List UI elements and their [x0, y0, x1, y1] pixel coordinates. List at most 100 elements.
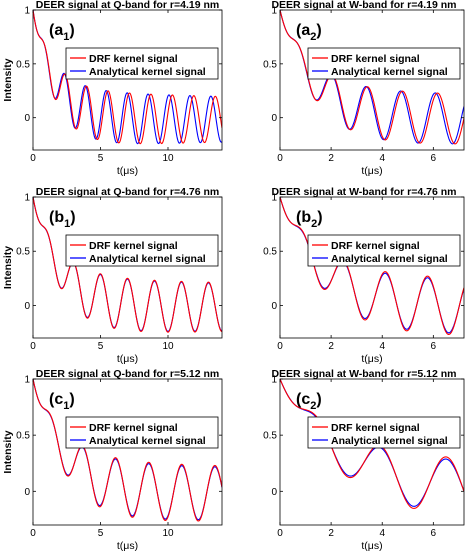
y-tick-label: 1 [24, 6, 30, 17]
plot-frame [279, 9, 465, 151]
x-tick-label: 4 [379, 528, 385, 539]
plot-frame [32, 378, 223, 526]
panel-label-close: ) [69, 391, 74, 408]
x-tick-label: 0 [277, 528, 283, 539]
y-axis-label: Intensity [2, 58, 14, 101]
y-tick-label: 0.5 [16, 59, 30, 70]
y-tick-label: 1 [24, 375, 30, 386]
legend-entry: Analytical kernel signal [89, 66, 206, 78]
y-tick-label: 0 [24, 113, 30, 124]
chart-title: DEER signal at W-band for r=4.19 nm [271, 0, 456, 11]
y-tick-label: 0.5 [263, 59, 277, 70]
panel-label-close: ) [317, 209, 322, 226]
chart-title: DEER signal at Q-band for r=5.12 nm [36, 368, 220, 380]
x-tick-label: 10 [162, 528, 174, 539]
x-tick-label: 6 [431, 341, 437, 352]
y-tick-label: 0 [271, 301, 277, 312]
chart-panel: DEER signal at W-band for r=4.19 nm 0 2 4 6 0… [263, 0, 465, 177]
x-tick-label: 0 [30, 528, 36, 539]
x-tick-label: 0 [277, 341, 283, 352]
panel-label-close: ) [316, 22, 321, 39]
panel-label: (c1) [49, 391, 75, 412]
legend-entry: DRF kernel signal [331, 240, 420, 252]
x-tick-label: 4 [379, 153, 385, 164]
x-tick-label: 5 [98, 153, 104, 164]
y-axis-label: Intensity [2, 246, 14, 289]
panel-label-sub: 2 [310, 400, 316, 412]
legend-entry: DRF kernel signal [331, 53, 420, 65]
legend-box [65, 234, 219, 267]
chart-panel: DEER signal at Q-band for r=4.76 nm0 5 100… [2, 186, 223, 365]
x-tick-label: 4 [379, 341, 385, 352]
x-tick-label: 10 [162, 341, 174, 352]
plot-frame [279, 378, 465, 526]
x-axis-label: t(μs) [361, 540, 382, 552]
chart-title: DEER signal at W-band for r=5.12 nm [271, 368, 456, 380]
y-tick-label: 0.5 [263, 431, 277, 442]
legend-entry: DRF kernel signal [331, 422, 420, 434]
x-tick-label: 0 [30, 153, 36, 164]
x-axis-label: t(μs) [361, 353, 382, 365]
panel-label-sub: 2 [310, 31, 316, 43]
panel-label: (a1) [49, 22, 75, 43]
panel-label-sub: 2 [311, 218, 317, 230]
series-line [33, 379, 222, 522]
panel-label-sub: 1 [63, 31, 69, 43]
legend-box [307, 234, 461, 267]
panel-label-sub: 1 [64, 218, 70, 230]
plot-frame [32, 9, 223, 151]
series-line [280, 10, 464, 145]
x-tick-label: 6 [431, 528, 437, 539]
y-tick-label: 0.5 [16, 247, 30, 258]
chart-panel: DEER signal at W-band for r=4.76 nm 0 2 4 6 0… [263, 186, 465, 365]
x-tick-label: 2 [328, 153, 334, 164]
series-line [33, 197, 222, 333]
x-axis-label: t(μs) [117, 165, 138, 177]
x-tick-label: 0 [277, 153, 283, 164]
y-tick-label: 0 [271, 487, 277, 498]
panel-label-close: ) [69, 22, 74, 39]
legend-entry: Analytical kernel signal [331, 253, 448, 265]
panel-label: (b2) [296, 209, 323, 230]
panel-label-main: (b [296, 209, 311, 226]
plot-frame [32, 196, 223, 339]
legend-entry: DRF kernel signal [89, 53, 178, 65]
y-tick-label: 1 [271, 6, 277, 17]
x-tick-label: 2 [328, 341, 334, 352]
x-axis-label: t(μs) [361, 165, 382, 177]
panel-label: (c2) [296, 391, 322, 412]
legend-entry: DRF kernel signal [89, 422, 178, 434]
x-axis-label: t(μs) [117, 540, 138, 552]
panel-label-main: (a [296, 22, 310, 39]
chart-panel: DEER signal at W-band for r=5.12 nm 0 2 4 6 0… [263, 368, 465, 552]
panel-label-main: (b [49, 209, 64, 226]
y-tick-label: 0 [271, 113, 277, 124]
x-tick-label: 2 [328, 528, 334, 539]
x-tick-label: 5 [98, 528, 104, 539]
y-tick-label: 0.5 [16, 431, 30, 442]
chart-panel: DEER signal at Q-band for r=5.12 nm0 5 100… [2, 368, 223, 552]
series-line [33, 10, 222, 145]
x-tick-label: 6 [431, 153, 437, 164]
series-line [280, 379, 464, 509]
panel-label-main: (a [49, 22, 63, 39]
legend-entry: Analytical kernel signal [331, 435, 448, 447]
x-tick-label: 0 [30, 341, 36, 352]
y-tick-label: 0 [24, 487, 30, 498]
y-axis-label: Intensity [2, 430, 14, 473]
legend-entry: Analytical kernel signal [89, 253, 206, 265]
y-tick-label: 1 [271, 193, 277, 204]
legend-entry: Analytical kernel signal [89, 435, 206, 447]
chart-title: DEER signal at Q-band for r=4.19 nm [36, 0, 220, 11]
y-tick-label: 0 [24, 301, 30, 312]
y-tick-label: 0.5 [263, 247, 277, 258]
plot-frame [279, 196, 465, 339]
panel-label-main: (c [296, 391, 310, 408]
y-tick-label: 1 [271, 375, 277, 386]
